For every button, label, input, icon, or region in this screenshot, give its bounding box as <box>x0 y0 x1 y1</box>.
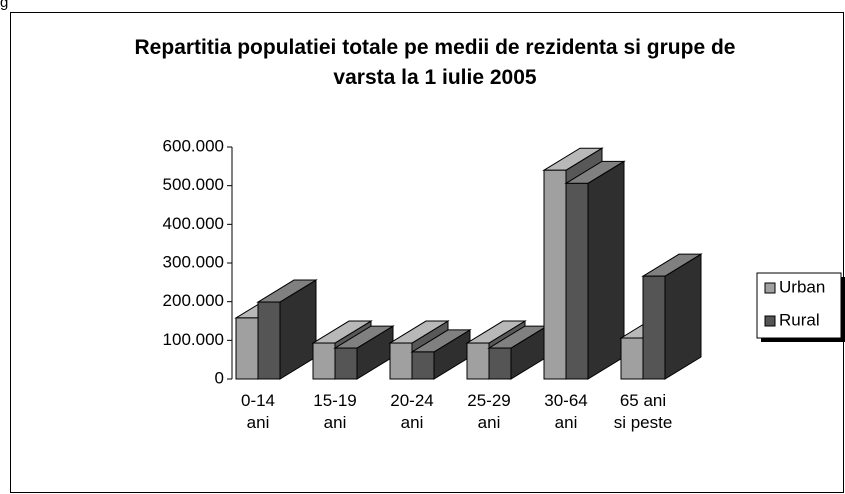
bar <box>256 279 318 380</box>
x-tick-label: 30-64 ani <box>544 391 588 432</box>
legend-swatch <box>764 282 776 294</box>
y-tick-label: 600.000 <box>163 136 224 155</box>
x-tick-label: 25-29 ani <box>467 391 511 432</box>
bar <box>564 160 626 380</box>
bar <box>333 325 395 380</box>
bar-front <box>389 342 413 380</box>
caption: g <box>0 0 9 11</box>
x-tick-label: 20-24 ani <box>390 391 434 432</box>
bar-front <box>642 275 666 380</box>
bar-front <box>257 301 281 380</box>
bar-front <box>312 342 336 380</box>
y-tick-label: 500.000 <box>163 175 224 194</box>
bar <box>410 329 472 380</box>
chart-title: Repartitia populatiei totale pe medii de… <box>134 36 736 89</box>
bar <box>487 325 549 380</box>
legend-label: Rural <box>779 310 820 329</box>
bar-front <box>466 342 490 380</box>
x-tick-label: 65 ani si peste <box>613 391 673 432</box>
bar-front <box>411 351 435 380</box>
y-tick-label: 200.000 <box>163 291 224 310</box>
legend-label: Urban <box>779 277 825 296</box>
x-tick-label: 15-19 ani <box>313 391 357 432</box>
x-tick-label: 0-14 ani <box>240 391 276 432</box>
chart-frame <box>10 12 844 493</box>
bar-side <box>587 160 625 380</box>
bar-front <box>620 337 644 380</box>
bar <box>641 253 703 380</box>
y-tick-label: 400.000 <box>163 214 224 233</box>
y-tick-label: 0 <box>215 368 224 387</box>
bar-front <box>543 169 567 380</box>
bar-front <box>565 182 589 380</box>
bar-front <box>488 347 512 380</box>
bar-front <box>235 317 259 380</box>
y-tick-label: 300.000 <box>163 252 224 271</box>
y-tick-label: 100.000 <box>163 330 224 349</box>
legend-swatch <box>764 315 776 327</box>
bar-front <box>334 347 358 380</box>
